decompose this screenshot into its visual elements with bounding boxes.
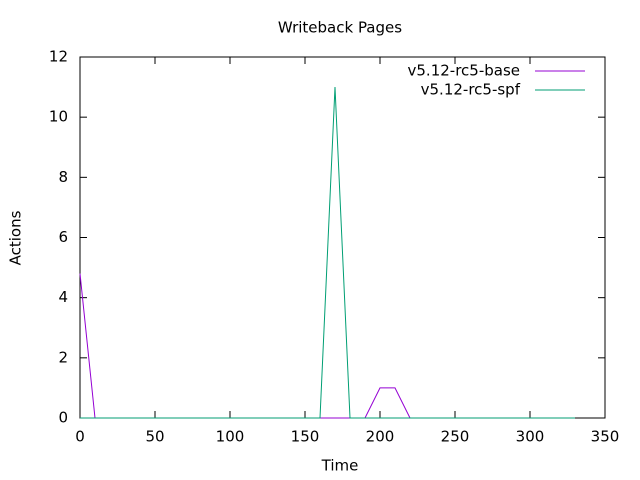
series-line	[80, 87, 575, 419]
y-tick-label: 8	[58, 168, 68, 186]
x-tick-label: 0	[75, 428, 85, 446]
x-tick-label: 200	[366, 428, 395, 446]
legend-label: v5.12-rc5-base	[408, 62, 521, 80]
series-line	[79, 273, 575, 419]
y-tick-label: 6	[58, 228, 68, 246]
x-tick-label: 350	[591, 428, 620, 446]
plot-frame	[79, 56, 606, 419]
y-tick-label: 0	[58, 409, 68, 427]
x-tick-label: 150	[291, 428, 320, 446]
x-axis-label: Time	[321, 457, 359, 475]
x-tick-label: 250	[441, 428, 470, 446]
legend-label: v5.12-rc5-spf	[421, 81, 521, 99]
y-tick-label: 2	[58, 348, 68, 366]
x-tick-label: 50	[145, 428, 164, 446]
chart-title: Writeback Pages	[278, 19, 402, 37]
y-tick-label: 10	[49, 108, 68, 126]
x-tick-label: 100	[216, 428, 245, 446]
y-tick-label: 12	[49, 48, 68, 66]
y-axis-label: Actions	[7, 210, 25, 265]
y-tick-label: 4	[58, 288, 68, 306]
x-tick-label: 300	[516, 428, 545, 446]
